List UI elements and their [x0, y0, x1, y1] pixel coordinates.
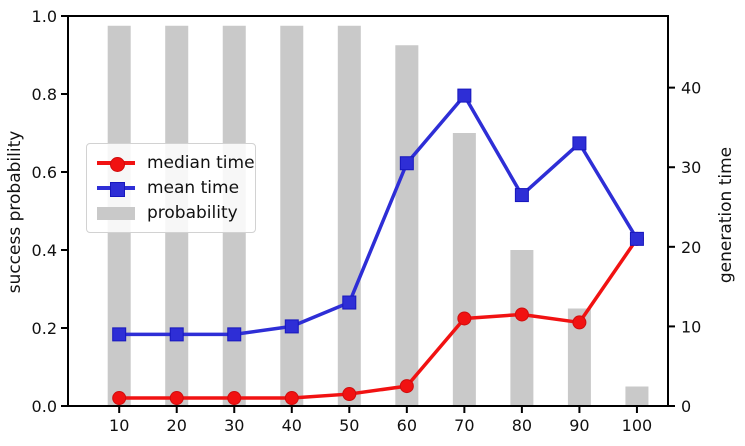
mean-time-point-80 — [514, 188, 529, 203]
legend: median time mean time probability — [86, 143, 256, 233]
median-time-point-90 — [572, 315, 587, 330]
right-tick-label: 10 — [681, 317, 701, 336]
x-tick-label: 40 — [282, 416, 302, 435]
mean-time-point-50 — [342, 295, 357, 310]
mean-time-point-20 — [169, 327, 184, 342]
x-tick-label: 20 — [167, 416, 187, 435]
mean-time-line-icon — [97, 180, 135, 197]
legend-item-probability: probability — [97, 200, 245, 225]
probability-bar-icon — [97, 205, 135, 221]
bar-40 — [280, 25, 304, 406]
bar-50 — [337, 25, 361, 406]
x-tick-label: 100 — [622, 416, 653, 435]
legend-label-mean-time: mean time — [147, 177, 240, 198]
median-time-point-60 — [399, 379, 414, 394]
legend-label-probability: probability — [147, 202, 238, 223]
right-tick-label: 30 — [681, 158, 701, 177]
x-tick-label: 60 — [397, 416, 417, 435]
median-time-point-50 — [342, 387, 357, 402]
mean-time-point-60 — [399, 156, 414, 171]
bar-60 — [395, 45, 419, 406]
legend-label-median-time: median time — [147, 152, 255, 173]
x-tick-label: 90 — [569, 416, 589, 435]
bar-100 — [625, 386, 649, 406]
x-tick-label: 70 — [454, 416, 474, 435]
left-tick-label: 0.4 — [32, 241, 57, 260]
left-tick-label: 1.0 — [32, 7, 57, 26]
mean-time-line — [117, 93, 639, 337]
x-tick-label: 80 — [512, 416, 532, 435]
left-tick-label: 0.8 — [32, 85, 57, 104]
left-tick-label: 0.0 — [32, 397, 57, 416]
left-tick-label: 0.2 — [32, 319, 57, 338]
median-time-point-10 — [112, 391, 127, 406]
legend-item-median-time: median time — [97, 150, 255, 175]
plot-border — [67, 15, 669, 407]
median-time-point-30 — [227, 391, 242, 406]
right-axis-label: generation time — [716, 147, 736, 283]
mean-time-point-30 — [227, 327, 242, 342]
bar-70 — [452, 133, 476, 406]
right-tick-label: 20 — [681, 238, 701, 257]
x-tick-label: 10 — [109, 416, 129, 435]
mean-time-point-100 — [629, 231, 644, 246]
left-axis-label: success probability — [5, 131, 25, 294]
median-time-point-80 — [514, 307, 529, 322]
median-time-line-icon — [97, 155, 135, 172]
legend-item-mean-time: mean time — [97, 175, 245, 200]
axes: 10 20 30 40 50 60 70 80 90 100 0.0 0.2 0.4 0.6 0.8 1.0 0… — [32, 7, 702, 435]
x-tick-label: 30 — [224, 416, 244, 435]
median-time-point-40 — [284, 391, 299, 406]
mean-time-point-70 — [457, 88, 472, 103]
probability-bars — [107, 25, 649, 406]
bar-80 — [510, 250, 534, 406]
mean-time-point-40 — [284, 319, 299, 334]
median-time-point-20 — [169, 391, 184, 406]
x-tick-label: 50 — [339, 416, 359, 435]
line-series — [112, 88, 644, 406]
right-tick-label: 0 — [681, 397, 691, 416]
left-tick-label: 0.6 — [32, 163, 57, 182]
right-tick-label: 40 — [681, 79, 701, 98]
median-time-line — [117, 237, 639, 400]
mean-time-point-10 — [112, 327, 127, 342]
bar-90 — [567, 308, 591, 406]
median-time-point-70 — [457, 311, 472, 326]
mean-time-point-90 — [572, 136, 587, 151]
